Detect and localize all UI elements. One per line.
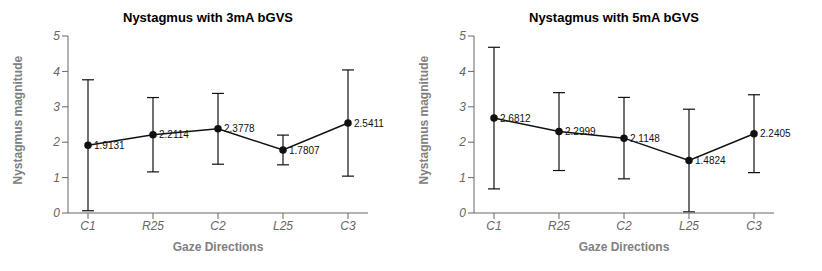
svg-text:2.3778: 2.3778: [224, 123, 255, 134]
svg-text:0: 0: [459, 206, 466, 220]
svg-text:R25: R25: [142, 219, 164, 233]
svg-text:C2: C2: [616, 219, 632, 233]
svg-text:C1: C1: [80, 219, 95, 233]
html-text:Nystagmus with 3mA bGVS: Nystagmus with 3mA bGVS: [123, 10, 293, 25]
svg-text:3: 3: [53, 100, 60, 114]
svg-text:3: 3: [459, 100, 466, 114]
svg-text:Gaze Directions: Gaze Directions: [173, 240, 264, 254]
svg-text:1: 1: [53, 171, 60, 185]
svg-text:1.7807: 1.7807: [289, 145, 320, 156]
svg-text:C2: C2: [210, 219, 226, 233]
svg-text:2.2999: 2.2999: [565, 126, 596, 137]
svg-text:Nystagmus magnitude: Nystagmus magnitude: [417, 55, 431, 184]
svg-text:1: 1: [459, 171, 466, 185]
svg-text:1.9131: 1.9131: [94, 140, 125, 151]
svg-text:C3: C3: [340, 219, 356, 233]
svg-text:C1: C1: [486, 219, 501, 233]
svg-text:2.1148: 2.1148: [630, 133, 660, 144]
svg-text:2.2405: 2.2405: [760, 128, 791, 139]
svg-text:2.5411: 2.5411: [354, 118, 384, 129]
svg-text:Gaze Directions: Gaze Directions: [579, 240, 670, 254]
svg-text:2: 2: [458, 135, 466, 149]
svg-text:2.2114: 2.2114: [159, 129, 189, 140]
html-text:Nystagmus with 5mA bGVS: Nystagmus with 5mA bGVS: [529, 10, 699, 25]
svg-text:4: 4: [459, 65, 466, 79]
svg-text:0: 0: [53, 206, 60, 220]
svg-text:C3: C3: [746, 219, 762, 233]
svg-text:2.6812: 2.6812: [500, 113, 531, 124]
svg-text:Nystagmus magnitude: Nystagmus magnitude: [11, 55, 25, 184]
svg-text:4: 4: [53, 65, 60, 79]
svg-text:L25: L25: [679, 219, 699, 233]
svg-text:L25: L25: [273, 219, 293, 233]
svg-text:5: 5: [53, 29, 60, 43]
svg-text:5: 5: [459, 29, 466, 43]
svg-text:1.4824: 1.4824: [695, 155, 726, 166]
svg-text:2: 2: [52, 135, 60, 149]
svg-text:R25: R25: [548, 219, 570, 233]
